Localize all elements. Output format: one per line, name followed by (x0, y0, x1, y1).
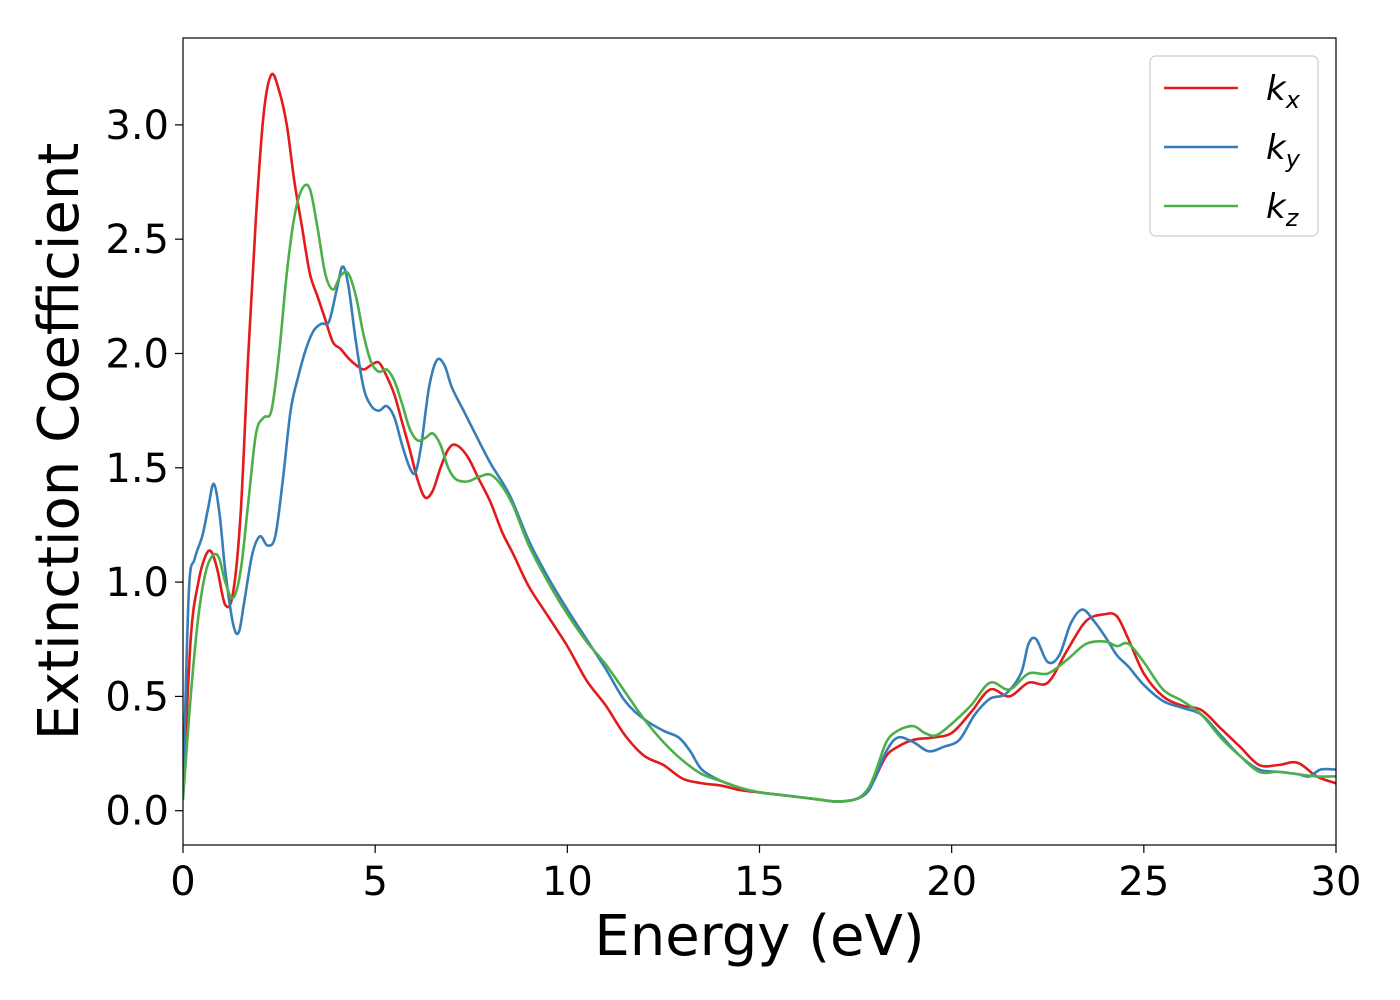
x-tick-label: 10 (542, 859, 593, 905)
x-tick-label: 0 (170, 859, 195, 905)
legend-label-sub: x (1285, 86, 1301, 114)
y-tick-label: 2.5 (105, 217, 169, 263)
y-tick-label: 0.5 (105, 674, 169, 720)
x-tick-label: 15 (734, 859, 785, 905)
y-tick-label: 0.0 (105, 789, 169, 835)
x-axis-label: Energy (eV) (594, 904, 924, 969)
series-line-z (183, 183, 1336, 803)
series-layer (183, 72, 1336, 803)
x-tick-label: 20 (926, 859, 977, 905)
series-line-y (183, 265, 1336, 803)
y-tick-label: 3.0 (105, 103, 169, 149)
legend-label-sub: z (1285, 204, 1300, 232)
legend-label-main: k (1266, 128, 1287, 168)
y-axis-label: Extinction Coefficient (27, 143, 92, 741)
legend-label-x: kx (1266, 69, 1301, 114)
legend-label-sub: y (1285, 145, 1301, 173)
y-tick-label: 1.5 (105, 446, 169, 492)
legend-label-z: kz (1266, 187, 1300, 232)
x-tick-label: 30 (1311, 859, 1362, 905)
ticks-layer: 0 5 10 15 20 25 30 0.0 0.5 1.0 1.5 2.0 2.5 3.0 (105, 103, 1361, 905)
legend-label-y: ky (1266, 128, 1301, 173)
legend-label-main: k (1266, 187, 1287, 227)
y-tick-label: 1.0 (105, 560, 169, 606)
legend-label-main: k (1266, 69, 1287, 109)
y-tick-label: 2.0 (105, 331, 169, 377)
x-tick-label: 25 (1118, 859, 1169, 905)
x-tick-label: 5 (362, 859, 387, 905)
series-line-x (183, 72, 1336, 803)
